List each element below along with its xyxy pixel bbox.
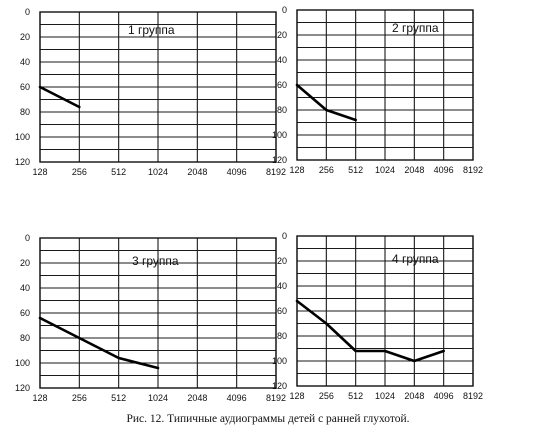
- x-tick-label: 512: [111, 167, 126, 177]
- x-tick-label: 512: [348, 391, 363, 401]
- y-tick-label: 100: [272, 130, 287, 140]
- y-tick-label: 20: [277, 30, 287, 40]
- y-tick-label: 60: [20, 308, 30, 318]
- y-tick-label: 60: [277, 80, 287, 90]
- x-tick-label: 4096: [434, 391, 454, 401]
- x-tick-label: 128: [289, 391, 304, 401]
- x-tick-label: 4096: [227, 393, 247, 403]
- plot-frame: [296, 235, 474, 387]
- x-tick-label: 256: [319, 165, 334, 175]
- x-tick-label: 8192: [463, 391, 483, 401]
- x-tick-label: 4096: [434, 165, 454, 175]
- y-tick-label: 80: [277, 105, 287, 115]
- x-tick-label: 512: [111, 393, 126, 403]
- x-tick-label: 1024: [148, 393, 168, 403]
- x-tick-label: 2048: [187, 167, 207, 177]
- y-tick-label: 120: [15, 383, 30, 393]
- y-tick-label: 40: [277, 281, 287, 291]
- x-tick-label: 128: [289, 165, 304, 175]
- figure-caption: Рис. 12. Типичные аудиограммы детей с ра…: [126, 413, 410, 425]
- panel-title: 4 группа: [392, 252, 439, 266]
- panel-title: 1 группа: [128, 23, 175, 37]
- x-tick-label: 1024: [375, 391, 395, 401]
- y-tick-label: 20: [20, 32, 30, 42]
- y-tick-label: 80: [20, 333, 30, 343]
- x-tick-label: 4096: [227, 167, 247, 177]
- y-tick-label: 20: [277, 256, 287, 266]
- audiogram-curve: [38, 316, 160, 370]
- y-tick-label: 0: [282, 5, 287, 15]
- y-tick-label: 80: [20, 107, 30, 117]
- x-tick-label: 8192: [463, 165, 483, 175]
- y-tick-label: 80: [277, 331, 287, 341]
- panel-title: 2 группа: [392, 21, 439, 35]
- x-tick-label: 8192: [266, 167, 286, 177]
- panel-title: 3 группа: [132, 254, 179, 268]
- x-tick-label: 1024: [148, 167, 168, 177]
- x-tick-label: 512: [348, 165, 363, 175]
- x-tick-label: 2048: [404, 391, 424, 401]
- x-tick-label: 128: [32, 167, 47, 177]
- audiogram-curve: [295, 299, 446, 363]
- audiogram-curve: [38, 85, 81, 109]
- y-tick-label: 100: [272, 356, 287, 366]
- y-tick-label: 120: [15, 157, 30, 167]
- y-tick-label: 60: [277, 306, 287, 316]
- x-tick-label: 256: [319, 391, 334, 401]
- x-tick-label: 256: [72, 393, 87, 403]
- y-tick-label: 0: [25, 233, 30, 243]
- x-tick-label: 2048: [404, 165, 424, 175]
- y-tick-label: 120: [272, 155, 287, 165]
- y-tick-label: 100: [15, 132, 30, 142]
- y-tick-label: 100: [15, 358, 30, 368]
- x-tick-label: 8192: [266, 393, 286, 403]
- y-tick-label: 40: [20, 57, 30, 67]
- x-tick-label: 256: [72, 167, 87, 177]
- y-tick-label: 40: [20, 283, 30, 293]
- x-tick-label: 1024: [375, 165, 395, 175]
- x-tick-label: 2048: [187, 393, 207, 403]
- y-tick-label: 20: [20, 258, 30, 268]
- plot-frame: [39, 237, 277, 389]
- audiogram-curve: [295, 83, 358, 122]
- y-tick-label: 60: [20, 82, 30, 92]
- y-tick-label: 0: [25, 7, 30, 17]
- y-tick-label: 120: [272, 381, 287, 391]
- x-tick-label: 128: [32, 393, 47, 403]
- y-tick-label: 40: [277, 55, 287, 65]
- y-tick-label: 0: [282, 231, 287, 241]
